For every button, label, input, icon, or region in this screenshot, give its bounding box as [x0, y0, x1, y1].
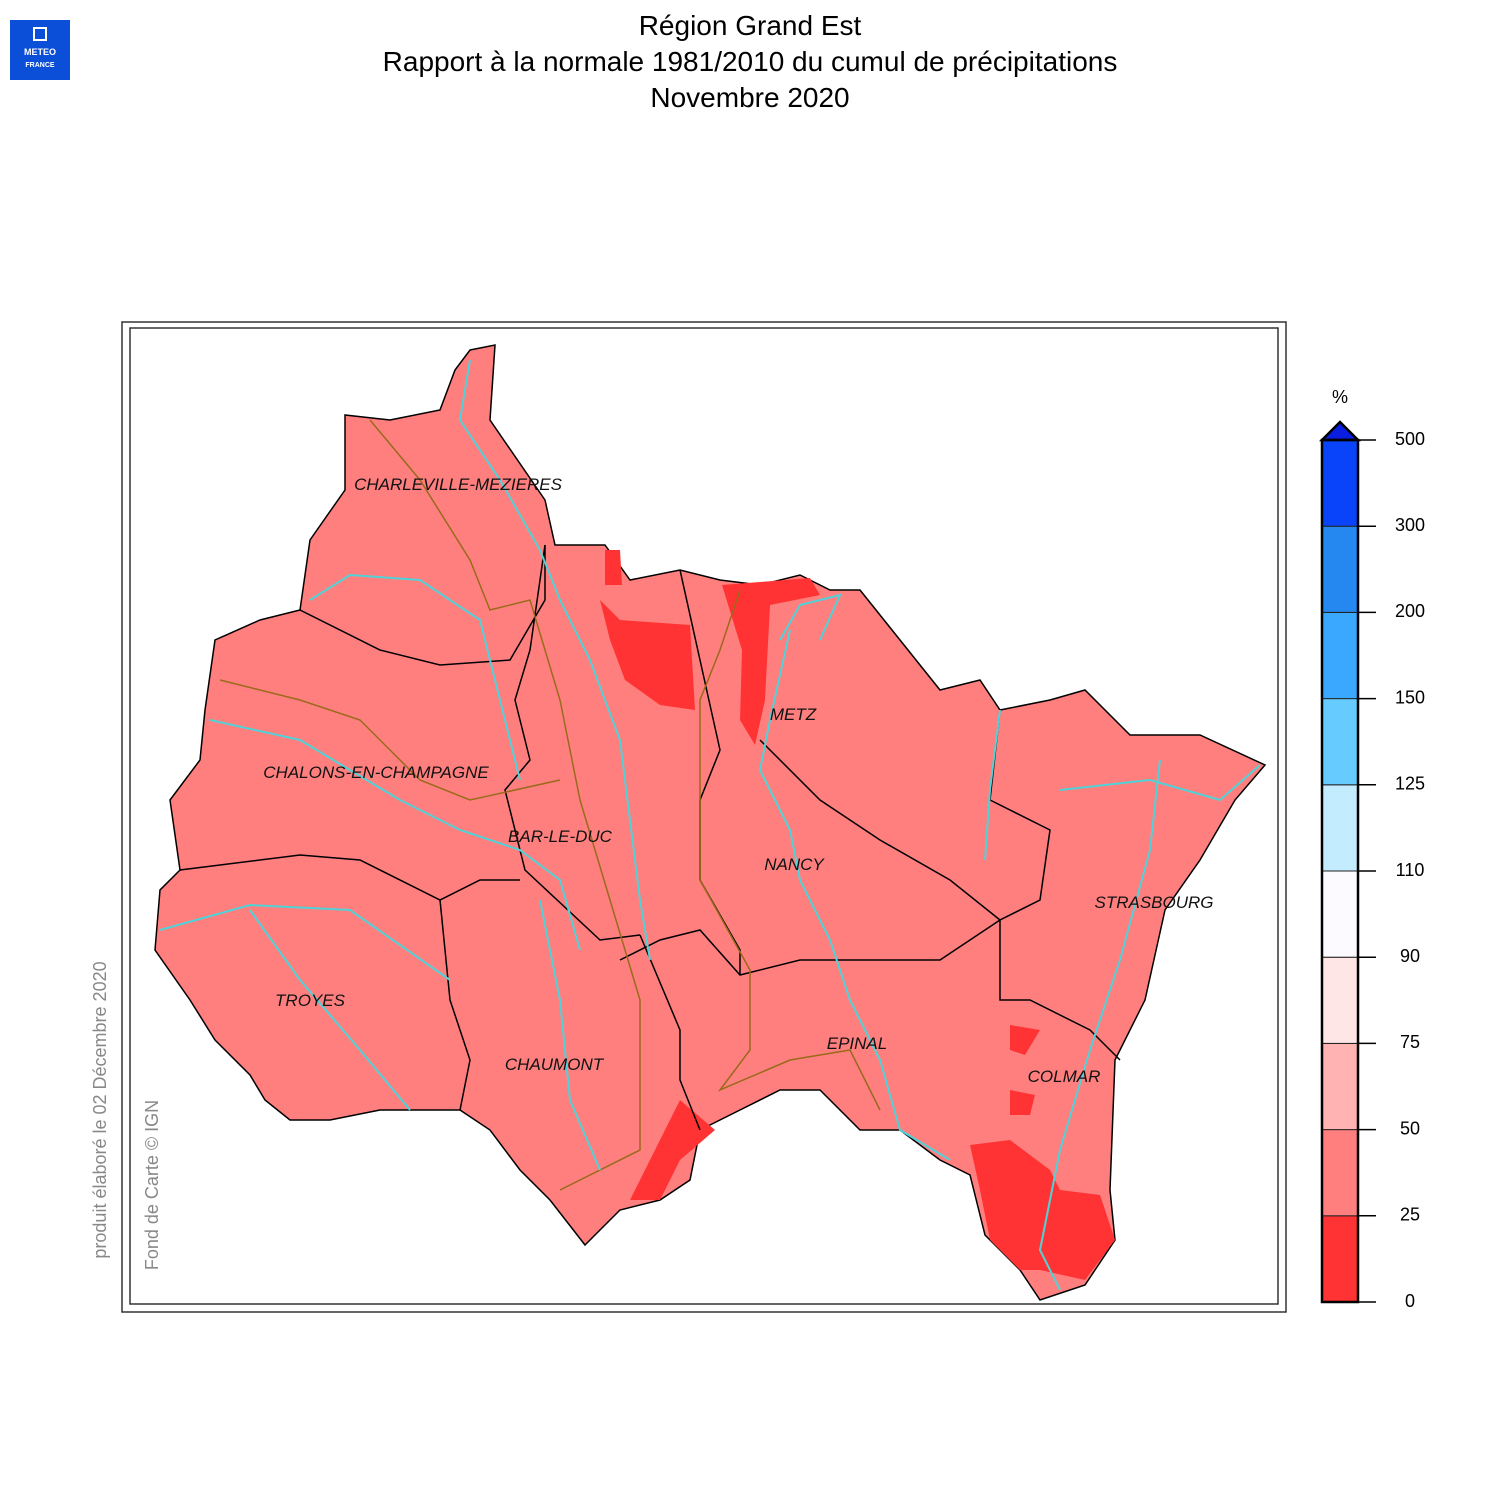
- legend-tick-label: 110: [1396, 860, 1425, 880]
- city-label: CHALONS-EN-CHAMPAGNE: [263, 763, 489, 782]
- legend-tick-label: 300: [1395, 515, 1425, 535]
- city-label: STRASBOURG: [1094, 893, 1213, 912]
- legend-tick-label: 150: [1395, 687, 1425, 707]
- legend-bin: [1321, 611, 1359, 700]
- map-frame: [121, 321, 1287, 1313]
- title: Novembre 2020: [650, 82, 849, 113]
- legend-bin: [1321, 439, 1359, 527]
- city-label: CHARLEVILLE-MEZIERES: [354, 475, 562, 494]
- region: [154, 344, 1267, 1301]
- dry-patches: [600, 550, 1115, 1280]
- legend-tick-label: 125: [1395, 774, 1425, 794]
- legend-bin: [1321, 698, 1359, 786]
- legend-tick-label: 500: [1395, 429, 1425, 449]
- basemap-credit: Fond de Carte © IGN: [142, 1100, 162, 1270]
- logo-icon: [33, 27, 47, 41]
- logo-text: METEO: [24, 47, 56, 57]
- basin-borders: [219, 419, 881, 1191]
- legend-bin: [1321, 1042, 1359, 1131]
- legend-bin: [1321, 870, 1359, 958]
- city-label: COLMAR: [1028, 1067, 1101, 1086]
- city-label: CHAUMONT: [505, 1055, 605, 1074]
- title: Région Grand Est: [639, 10, 862, 41]
- legend-tick-label: 50: [1400, 1118, 1420, 1138]
- legend-bin: [1321, 525, 1359, 613]
- city-label: BAR-LE-DUC: [508, 827, 613, 846]
- legend-unit: %: [1332, 387, 1348, 407]
- legend-tick-label: 0: [1405, 1291, 1415, 1311]
- production-note: produit élaboré le 02 Décembre 2020: [90, 961, 110, 1258]
- region-map: [154, 344, 1267, 1301]
- department-borders: [179, 544, 1121, 1131]
- city-label: NANCY: [764, 855, 825, 874]
- legend-bin: [1321, 1215, 1359, 1303]
- city-label: METZ: [770, 705, 817, 724]
- legend-tick-label: 75: [1400, 1032, 1420, 1052]
- legend: 0 25 50 75 90 110 125 150 200 300 500%: [1318, 387, 1425, 1311]
- logo-text: FRANCE: [25, 62, 54, 69]
- legend-tick-label: 200: [1395, 601, 1425, 621]
- legend-bin: [1321, 956, 1359, 1044]
- city-label: TROYES: [275, 991, 346, 1010]
- logo: [10, 20, 70, 80]
- map-frame: [129, 327, 1279, 1305]
- legend-tick-label: 25: [1400, 1205, 1420, 1225]
- city-labels: CHARLEVILLE-MEZIERES CHALONS-EN-CHAMPAGNE…: [263, 475, 1213, 1086]
- rivers: [159, 359, 1261, 1291]
- legend-bin: [1321, 784, 1359, 872]
- city-label: EPINAL: [827, 1034, 887, 1053]
- legend-bin: [1321, 1129, 1359, 1217]
- title: Rapport à la normale 1981/2010 du cumul …: [383, 46, 1118, 77]
- legend-overflow-arrow: [1318, 420, 1362, 442]
- legend-tick-label: 90: [1400, 946, 1420, 966]
